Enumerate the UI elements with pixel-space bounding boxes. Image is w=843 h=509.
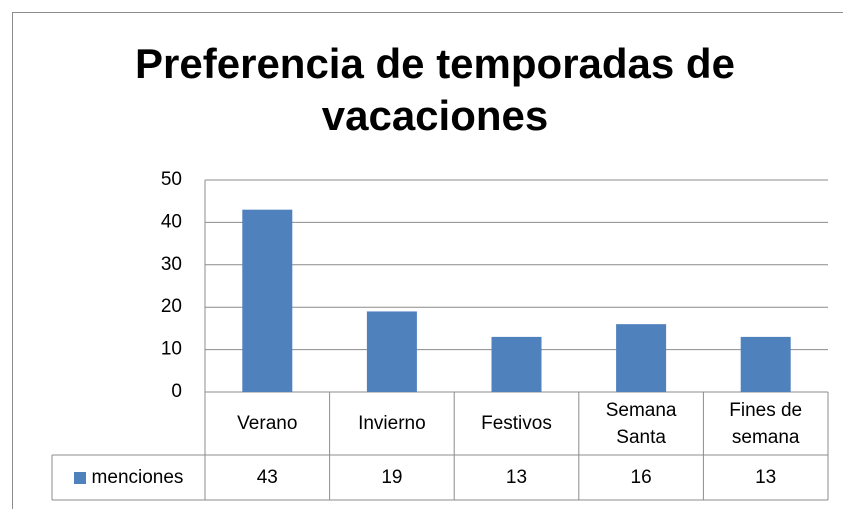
category-label-text: Festivos: [481, 413, 552, 434]
table-value: 43: [205, 455, 330, 500]
bar: [491, 336, 542, 392]
table-value: 16: [579, 455, 704, 500]
category-label: Verano: [205, 392, 330, 455]
legend-label: menciones: [91, 467, 184, 488]
table-value-text: 43: [256, 467, 278, 488]
category-label: Fines de semana: [703, 392, 828, 455]
table-value-text: 13: [505, 467, 528, 488]
bar: [366, 311, 417, 392]
y-tick-label: 0: [171, 381, 182, 402]
table-value: 13: [703, 455, 828, 500]
y-tick-label: 40: [161, 211, 182, 232]
table-value-text: 13: [755, 467, 777, 488]
legend-swatch: [73, 471, 86, 484]
category-label-text: Fines de semana: [729, 399, 803, 448]
table-value-text: 19: [381, 467, 403, 488]
legend-entry: menciones: [52, 455, 205, 500]
category-label: Invierno: [330, 392, 455, 455]
category-label-text: Semana Santa: [605, 399, 677, 448]
y-tick-label: 30: [161, 254, 182, 275]
bar: [616, 324, 667, 392]
table-value-text: 16: [630, 467, 652, 488]
table-value: 13: [454, 455, 579, 500]
bar: [740, 336, 791, 392]
y-tick-label: 20: [161, 296, 182, 317]
table-value: 19: [330, 455, 455, 500]
bar: [242, 209, 293, 392]
category-label: Semana Santa: [579, 392, 704, 455]
category-label: Festivos: [454, 392, 579, 455]
category-label-text: Verano: [237, 413, 298, 434]
chart-frame: [12, 12, 843, 509]
category-label-text: Invierno: [358, 413, 426, 434]
y-tick-label: 50: [161, 169, 182, 190]
y-tick-label: 10: [161, 339, 182, 360]
chart-title: Preferencia de temporadas de vacaciones: [135, 40, 735, 139]
